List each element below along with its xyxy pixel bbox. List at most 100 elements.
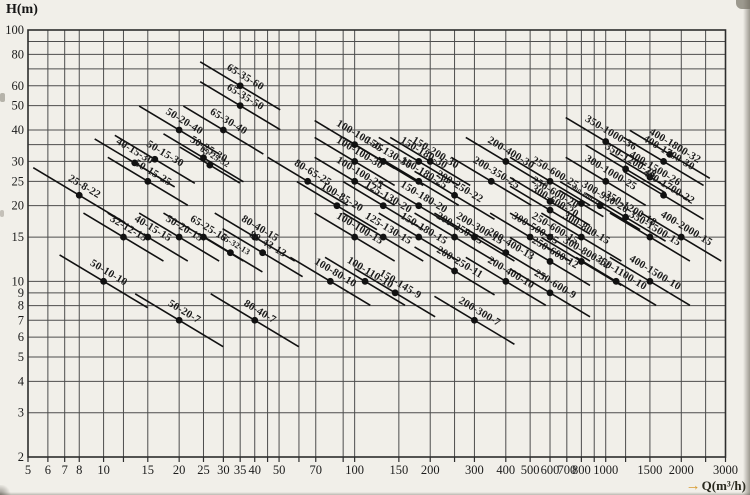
y-tick-label: 2	[18, 450, 24, 464]
x-tick-label: 800	[572, 463, 591, 477]
x-tick-label: 2000	[669, 463, 694, 477]
pump-duty-point-250-600-25	[546, 177, 554, 185]
pump-duty-point-100-80-10	[326, 277, 334, 285]
pump-duty-point-65-35-60	[236, 82, 244, 90]
pump-duty-point-250-600-15	[546, 233, 554, 241]
pump-duty-point-400-1500-26	[646, 173, 654, 181]
pump-duty-point-200-250-15	[451, 233, 458, 241]
y-axis-title: H(m)	[6, 2, 38, 17]
pump-label-50-20-7: 50-20-7	[166, 297, 203, 326]
pump-duty-point-200-400-10	[502, 277, 510, 285]
pump-duty-point-200-400-30	[502, 158, 510, 165]
x-tick-label: 400	[496, 463, 515, 477]
pump-duty-point-250-600-9	[546, 289, 554, 297]
x-tick-label: 35	[234, 463, 247, 477]
x-tick-label: 70	[310, 463, 323, 477]
y-tick-label: 50	[12, 99, 25, 113]
pump-duty-point-150-180-25	[415, 177, 423, 185]
pump-duty-point-400-1700-22	[660, 191, 667, 199]
pump-duty-point-40-15-30	[131, 159, 139, 167]
pump-duty-point-300-950-20	[596, 202, 604, 210]
pump-label-25-8-22: 25-8-22	[66, 172, 103, 201]
pump-duty-point-65-30-40	[219, 126, 227, 134]
pump-duty-point-50-20-40	[175, 126, 183, 134]
y-tick-label: 7	[18, 313, 24, 327]
x-tick-label: 50	[273, 463, 286, 477]
pump-duty-point-50-10-10	[100, 277, 107, 285]
pump-duty-point-100-100-25	[351, 177, 359, 185]
x-tick-label: 3000	[713, 463, 738, 477]
y-tick-label: 25	[12, 174, 25, 188]
x-tick-label: 20	[173, 463, 186, 477]
pump-duty-point-200-250-11	[451, 267, 458, 275]
pump-duty-point-200-400-13	[502, 249, 510, 257]
pump-duty-point-300-500-15	[526, 233, 534, 241]
x-tick-label: 700	[557, 463, 576, 477]
pump-duty-point-350-1100-10	[612, 277, 620, 285]
pump-duty-point-50-15-25	[144, 177, 152, 185]
y-tick-label: 100	[5, 23, 24, 37]
pump-duty-point-400-1500-10	[646, 277, 654, 285]
pump-duty-point-350-1500-15	[646, 233, 654, 241]
x-tick-label: 6	[45, 463, 51, 477]
x-tick-label: 7	[62, 463, 68, 477]
pump-duty-point-100-100-30	[351, 158, 359, 165]
pump-duty-point-250-600-20	[546, 197, 554, 205]
pump-duty-point-150-145-9	[391, 289, 399, 297]
y-tick-label: 4	[18, 374, 25, 388]
y-tick-label: 60	[12, 79, 25, 93]
x-tick-label: 200	[421, 463, 440, 477]
y-tick-label: 40	[12, 123, 25, 137]
x-tick-label: 500	[521, 463, 540, 477]
x-axis-title: → Q(m³/h)	[686, 478, 746, 494]
axis-arrow-icon: →	[685, 478, 701, 494]
y-tick-label: 15	[12, 230, 25, 244]
y-tick-label: 5	[18, 350, 24, 364]
pump-duty-point-150-180-15	[415, 233, 423, 241]
pump-duty-point-300-800-20	[577, 200, 585, 207]
pump-duty-point-125-130-15	[379, 233, 387, 241]
pump-duty-point-400-1700-30	[660, 158, 667, 165]
x-tick-label: 300	[465, 463, 484, 477]
x-axis-title-text: Q(m³/h)	[701, 478, 746, 493]
y-tick-label: 8	[18, 299, 24, 313]
x-tick-label: 40	[248, 463, 261, 477]
y-tick-label: 20	[12, 199, 25, 213]
pump-duty-point-400-1800-32	[666, 150, 674, 158]
pump-duty-point-150-200-30	[426, 158, 434, 165]
y-tick-label: 3	[18, 406, 24, 420]
pump-duty-point-100-110-10	[361, 277, 369, 285]
y-tick-label: 9	[18, 286, 24, 300]
y-tick-label: 30	[12, 154, 25, 168]
pump-duty-point-80-40-7	[251, 316, 259, 324]
x-tick-label: 1500	[637, 463, 662, 477]
pump-duty-point-250-600-12	[546, 258, 554, 265]
pump-duty-point-65-32-13	[227, 249, 234, 257]
pump-duty-point-80-40-15	[251, 233, 259, 241]
pump-duty-point-40-15-15	[144, 233, 152, 241]
pump-duty-point-350-1200-18	[622, 213, 629, 221]
pump-duty-point-100-100-15	[351, 233, 359, 241]
y-tick-label: 6	[18, 330, 24, 344]
pump-duty-point-80-65-25	[304, 177, 312, 185]
pump-duty-point-300-1000-25	[602, 177, 610, 185]
x-tick-label: 150	[389, 463, 408, 477]
y-tick-label: 80	[12, 47, 25, 61]
x-tick-label: 25	[197, 463, 210, 477]
pump-duty-point-200-250-22	[451, 191, 458, 199]
pump-duty-point-200-300-7	[471, 316, 478, 324]
x-tick-label: 600	[541, 463, 560, 477]
pump-duty-point-65-35-50	[236, 102, 244, 110]
pump-duty-point-32-12-15	[120, 233, 127, 241]
pump-duty-point-50-15-30	[151, 155, 159, 163]
pump-duty-point-300-800-15	[577, 233, 585, 241]
pump-duty-point-350-1200-28	[622, 165, 629, 173]
x-tick-label: 8	[76, 463, 82, 477]
pump-duty-point-80-43-13	[259, 249, 267, 257]
pump-duty-point-50-20-7	[175, 316, 183, 324]
pump-duty-point-125-130-20	[379, 202, 387, 210]
pump-duty-point-150-180-30	[415, 158, 423, 165]
x-tick-label: 5	[25, 463, 31, 477]
pump-duty-point-200-350-25	[487, 177, 495, 185]
